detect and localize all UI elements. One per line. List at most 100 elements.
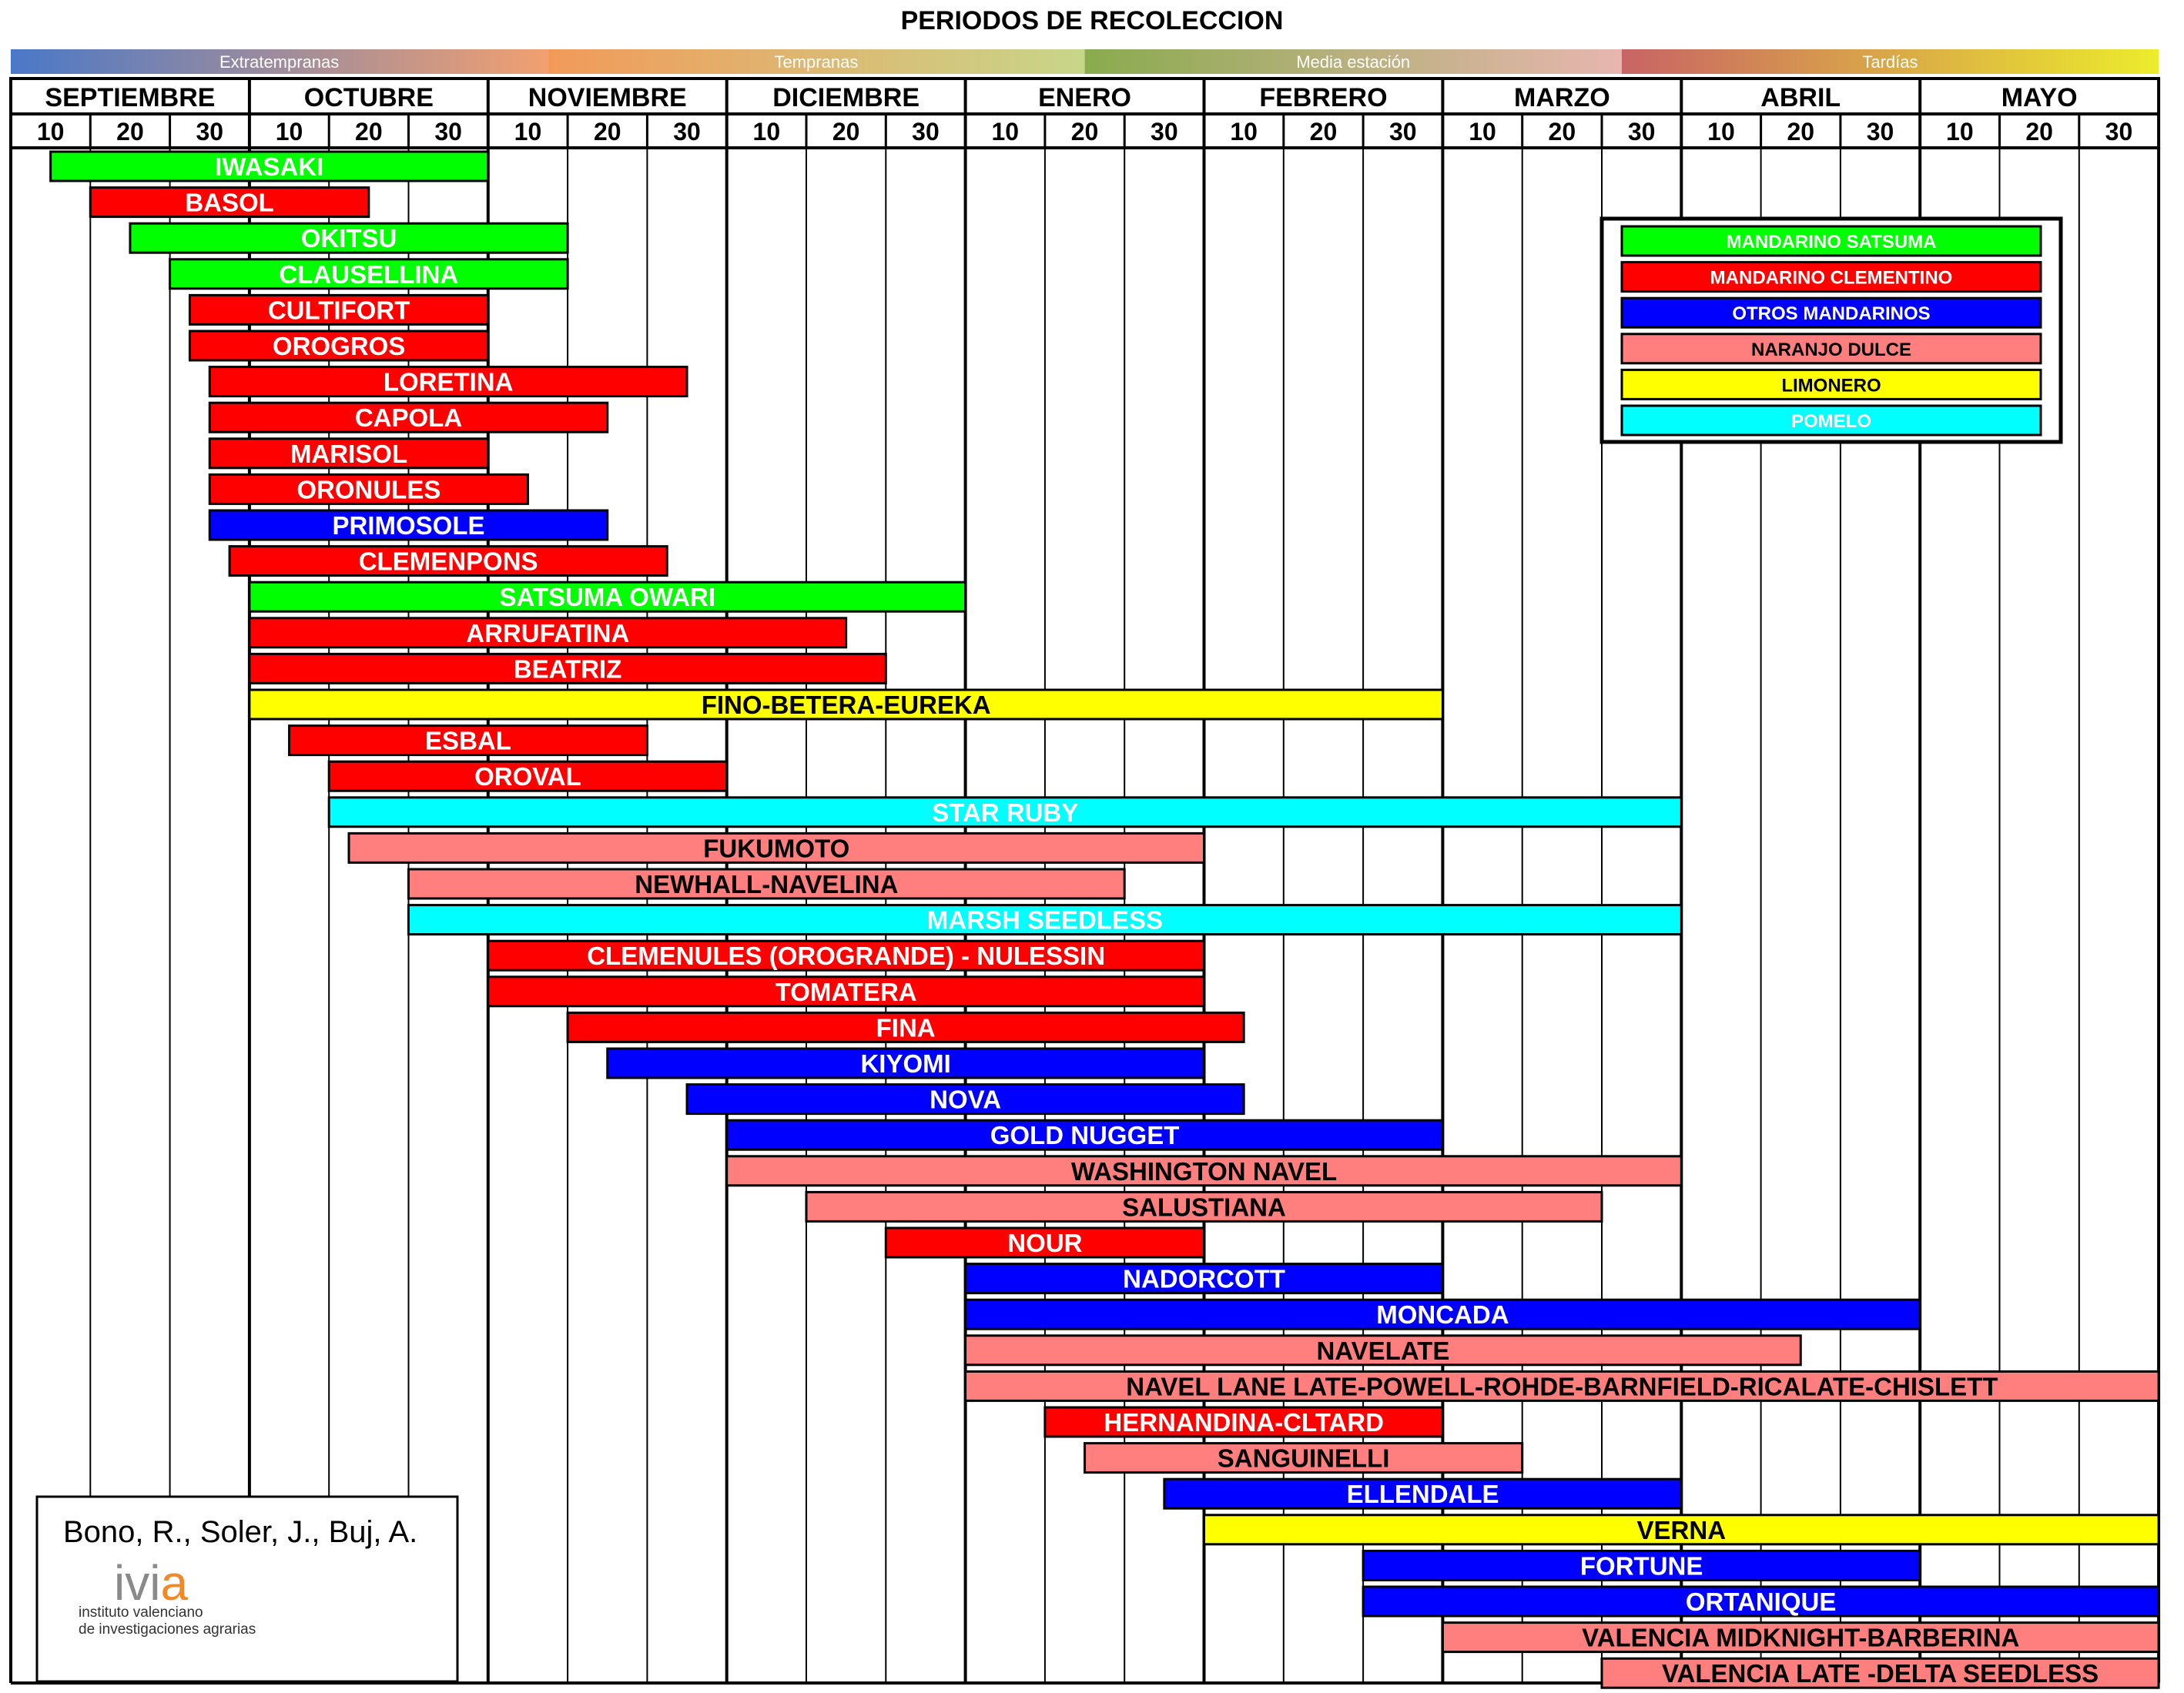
day-label: 10 [991,118,1019,146]
variety-bar [248,652,887,684]
day-label: 20 [1310,118,1338,146]
variety-label: SATSUMA OWARI [500,583,715,611]
day-label: 10 [37,118,65,146]
variety-bar [129,222,569,254]
variety-bar [169,258,569,290]
variety-label: MONCADA [1376,1300,1509,1329]
variety-bar [725,1119,1444,1151]
variety-label: NEWHALL-NAVELINA [635,870,898,898]
variety-bar [347,831,1205,864]
variety-label: NOVA [930,1086,1001,1114]
season-segment [11,49,548,74]
logo-subtitle-line2: de investigaciones agrarias [79,1621,256,1638]
variety-bar [89,186,370,219]
variety-bar [407,904,1683,936]
day-label: 30 [434,118,462,146]
variety-label: CLEMENPONS [359,547,538,576]
variety-bar [964,1298,1921,1330]
variety-bar [1163,1477,1683,1510]
month-label: ENERO [1038,83,1131,112]
variety-bar [188,293,490,326]
logo-subtitle-line1: instituto valenciano [79,1604,203,1621]
variety-label: GOLD NUGGET [990,1121,1180,1149]
day-label: 10 [1230,118,1258,146]
season-label: Media estación [1296,52,1410,72]
variety-label: NOUR [1007,1229,1082,1257]
variety-bar [1043,1406,1444,1438]
variety-label: FUKUMOTO [703,834,849,862]
variety-label: ORONULES [296,475,440,504]
variety-label: WASHINGTON NAVEL [1071,1157,1337,1186]
variety-label: FINO-BETERA-EUREKA [702,691,991,719]
legend-label: MANDARINO CLEMENTINO [1710,268,1953,289]
variety-bar [407,868,1126,900]
variety-bar [964,1370,2160,1402]
variety-bar [685,1083,1245,1116]
month-label: DICIEMBRE [772,83,919,112]
variety-label: CLAUSELLINA [279,260,458,289]
variety-bar [1084,1442,1524,1474]
variety-bar [248,617,848,649]
legend-swatch [1620,368,2042,400]
variety-bar [208,509,609,541]
variety-label: CULTIFORT [268,296,410,324]
day-label: 10 [514,118,542,146]
legend-label: POMELO [1791,411,1871,432]
day-label: 20 [832,118,860,146]
variety-bar [208,401,609,433]
season-segment [548,49,1085,74]
variety-label: HERNANDINA-CLTARD [1104,1408,1384,1437]
variety-bar [208,366,688,398]
day-label: 30 [912,118,940,146]
day-label: 10 [1707,118,1735,146]
legend-label: MANDARINO SATSUMA [1727,232,1937,253]
variety-label: VALENCIA LATE -DELTA SEEDLESS [1662,1659,2099,1688]
credit-box: Bono, R., Soler, J., Buj, A. ivia instit… [35,1495,459,1683]
variety-bar [566,1011,1245,1043]
season-segment [1084,49,1622,74]
day-label: 10 [1946,118,1974,146]
month-label: MARZO [1514,83,1610,112]
day-label: 30 [196,118,223,146]
month-label: MAYO [2001,83,2078,112]
variety-label: TOMATERA [775,978,917,1006]
ivia-logo: ivia [114,1555,188,1611]
season-band: Extratempranas Tempranas Media estación Tar… [11,49,2159,74]
day-label: 30 [1867,118,1894,146]
day-label: 10 [753,118,781,146]
day-label: 10 [276,118,303,146]
variety-label: NAVEL LANE LATE-POWELL-ROHDE-BARNFIELD-R… [1126,1372,1998,1400]
legend-swatch [1620,225,2042,257]
variety-label: CLEMENULES (OROGRANDE) - NULESSIN [587,942,1105,970]
variety-bar [1203,1514,2160,1546]
variety-bar [606,1047,1205,1079]
season-label: Extratempranas [219,52,339,72]
legend-swatch [1620,296,2042,329]
variety-label: ESBAL [425,727,511,755]
legend: MANDARINO SATSUMA MANDARINO CLEMENTINO OTR… [1599,216,2063,444]
variety-bar [248,581,967,613]
variety-bar [884,1226,1206,1259]
month-label: OCTUBRE [304,83,434,112]
variety-bar [1600,1657,2160,1689]
variety-label: BEATRIZ [514,654,622,683]
variety-bar [208,437,490,470]
variety-bar [248,688,1444,721]
chart-title: PERIODOS DE RECOLECCION [901,6,1284,35]
variety-label: OKITSU [301,224,397,253]
legend-label: OTROS MANDARINOS [1732,303,1930,324]
variety-bar [327,760,729,792]
day-label: 20 [1787,118,1814,146]
day-label: 20 [1549,118,1576,146]
variety-label: VALENCIA MIDKNIGHT-BARBERINA [1582,1624,2019,1652]
day-label: 30 [673,118,701,146]
season-segment [1621,49,2159,74]
legend-swatch [1620,404,2042,437]
variety-bar [487,939,1205,972]
variety-bar [805,1190,1603,1223]
day-label: 10 [1469,118,1496,146]
legend-swatch [1620,261,2042,293]
variety-label: SANGUINELLI [1218,1444,1390,1473]
variety-label: BASOL [185,189,274,217]
